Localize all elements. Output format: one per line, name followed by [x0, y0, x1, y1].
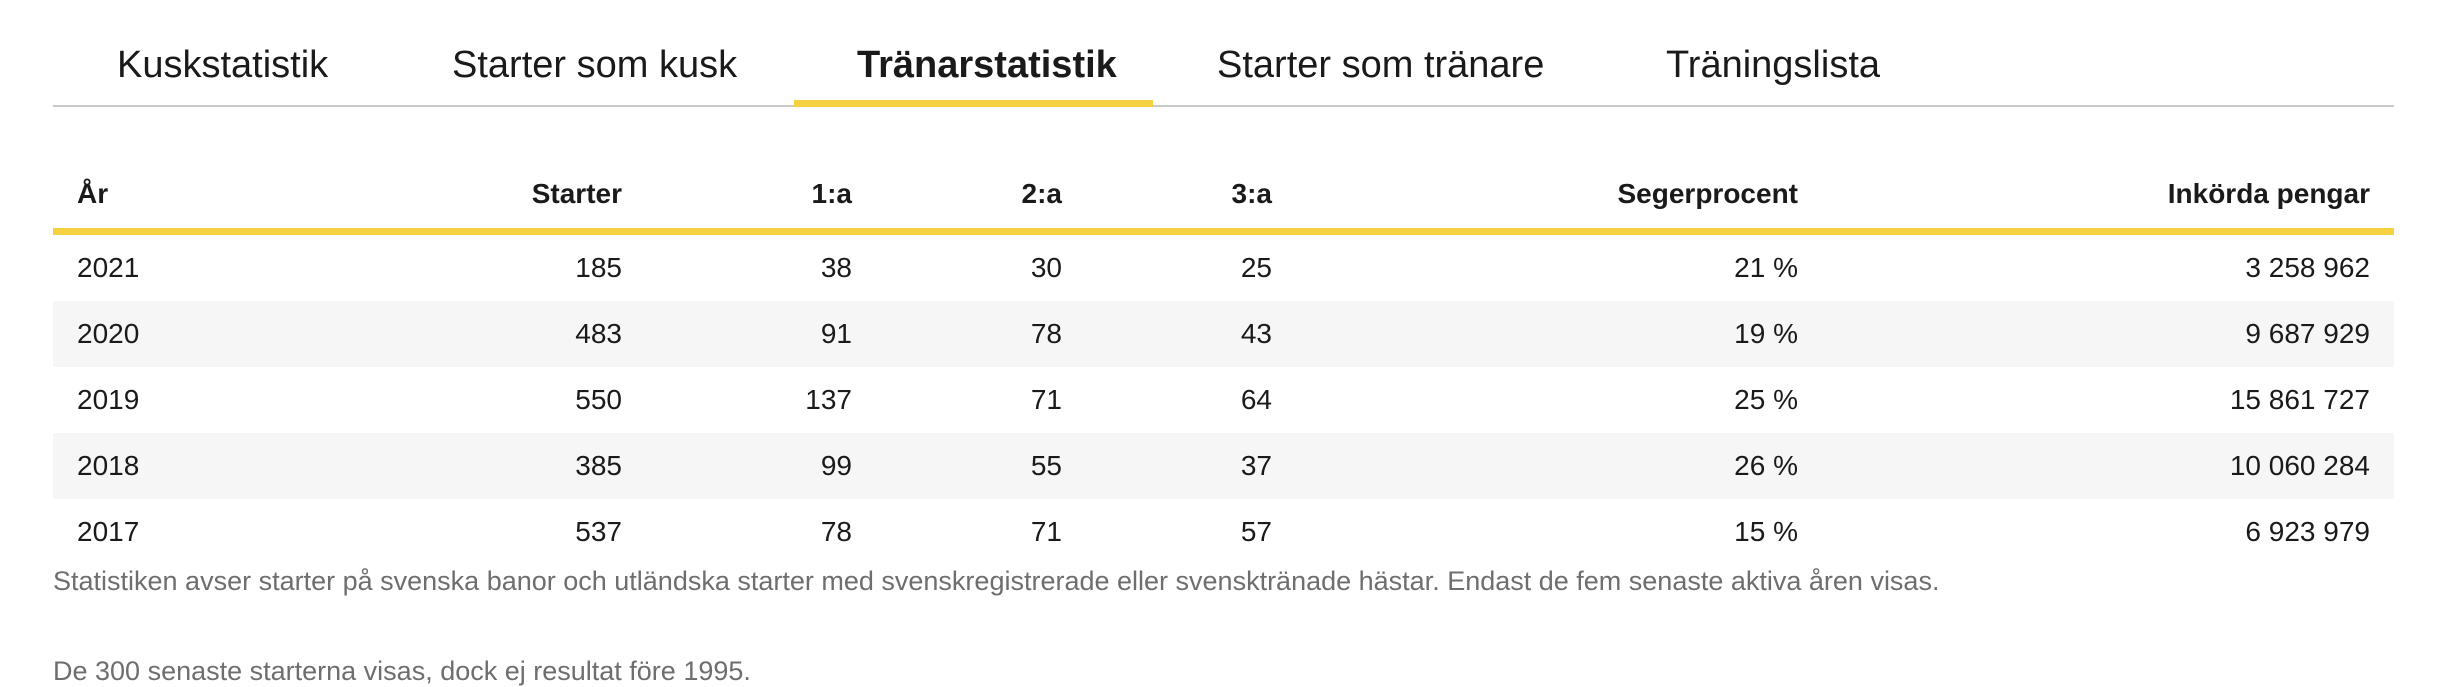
cell-second: 71	[1030, 516, 1062, 547]
cell-first: 91	[646, 301, 876, 367]
content-area: Kuskstatistik Starter som kusk Tränarsta…	[53, 0, 2394, 686]
cell-win-pct: 25 %	[1734, 384, 1798, 415]
cell-earnings: 3 258 962	[2245, 252, 2370, 283]
active-tab-indicator	[794, 100, 1153, 107]
col-header-earnings: Inkörda pengar	[1822, 160, 2394, 235]
cell-first: 38	[820, 252, 852, 283]
tab-kuskstatistik[interactable]: Kuskstatistik	[117, 44, 329, 86]
col-header-first: 1:a	[646, 160, 876, 235]
stats-footnote: Statistiken avser starter på svenska ban…	[53, 566, 1940, 596]
table-row: 2019 550 137 71 64 25 % 15 861 727	[53, 367, 2394, 433]
col-header-starts: Starter	[323, 160, 646, 235]
cell-second: 78	[876, 301, 1086, 367]
cell-year: 2021	[77, 252, 140, 283]
cell-third: 25	[1240, 252, 1272, 283]
cell-second: 71	[1030, 384, 1062, 415]
cell-year: 2017	[77, 516, 140, 547]
trainer-stats-table: År Starter 1:a 2:a 3:a Segerprocent Inkö…	[53, 160, 2394, 565]
starts-footnote: De 300 senaste starterna visas, dock ej …	[53, 656, 751, 686]
col-header-year: År	[53, 160, 323, 235]
cell-win-pct: 21 %	[1734, 252, 1798, 283]
cell-win-pct: 26 %	[1296, 433, 1822, 499]
tab-starter-som-tranare[interactable]: Starter som tränare	[1217, 44, 1545, 86]
cell-starts: 537	[575, 516, 622, 547]
cell-earnings: 9 687 929	[1822, 301, 2394, 367]
cell-win-pct: 19 %	[1296, 301, 1822, 367]
cell-starts: 385	[323, 433, 646, 499]
tab-tranarstatistik[interactable]: Tränarstatistik	[857, 44, 1117, 86]
col-header-third: 3:a	[1086, 160, 1296, 235]
tab-bar: Kuskstatistik Starter som kusk Tränarsta…	[53, 0, 2394, 107]
cell-year: 2019	[77, 384, 140, 415]
table-row: 2017 537 78 71 57 15 % 6 923 979	[53, 499, 2394, 565]
cell-first: 78	[820, 516, 852, 547]
cell-earnings: 6 923 979	[2245, 516, 2370, 547]
cell-second: 30	[1030, 252, 1062, 283]
cell-starts: 483	[323, 301, 646, 367]
table-row: 2020 483 91 78 43 19 % 9 687 929	[53, 301, 2394, 367]
table-row: 2018 385 99 55 37 26 % 10 060 284	[53, 433, 2394, 499]
cell-third: 57	[1240, 516, 1272, 547]
table-header-row: År Starter 1:a 2:a 3:a Segerprocent Inkö…	[53, 160, 2394, 235]
cell-earnings: 10 060 284	[1822, 433, 2394, 499]
tab-traningslista[interactable]: Träningslista	[1666, 44, 1881, 86]
cell-second: 55	[876, 433, 1086, 499]
cell-year: 2018	[53, 433, 323, 499]
cell-first: 137	[805, 384, 852, 415]
col-header-second: 2:a	[876, 160, 1086, 235]
cell-third: 37	[1086, 433, 1296, 499]
table-row: 2021 185 38 30 25 21 % 3 258 962	[53, 232, 2394, 302]
cell-first: 99	[646, 433, 876, 499]
cell-third: 64	[1240, 384, 1272, 415]
cell-starts: 185	[575, 252, 622, 283]
cell-earnings: 15 861 727	[2229, 384, 2370, 415]
cell-starts: 550	[575, 384, 622, 415]
cell-year: 2020	[53, 301, 323, 367]
col-header-win-pct: Segerprocent	[1296, 160, 1822, 235]
cell-third: 43	[1086, 301, 1296, 367]
tab-starter-som-kusk[interactable]: Starter som kusk	[452, 44, 738, 86]
cell-win-pct: 15 %	[1734, 516, 1798, 547]
